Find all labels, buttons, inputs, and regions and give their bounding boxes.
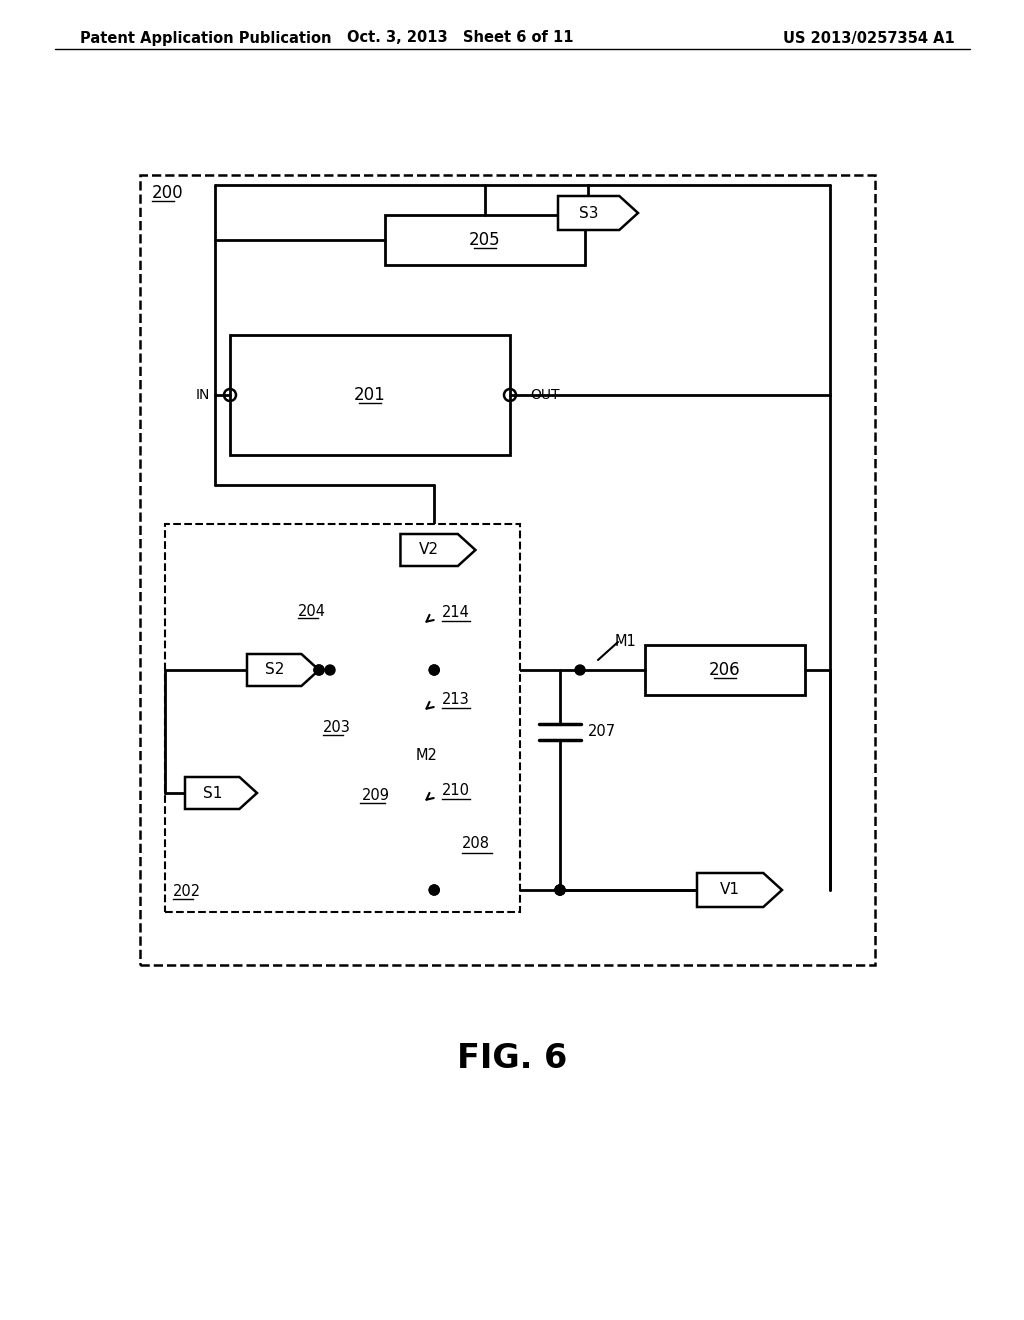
Circle shape xyxy=(555,884,565,895)
Text: Patent Application Publication: Patent Application Publication xyxy=(80,30,332,45)
Circle shape xyxy=(555,884,565,895)
Text: 201: 201 xyxy=(354,385,386,404)
Text: Oct. 3, 2013   Sheet 6 of 11: Oct. 3, 2013 Sheet 6 of 11 xyxy=(347,30,573,45)
Bar xyxy=(140,176,874,965)
Bar xyxy=(290,591,370,630)
Text: M1: M1 xyxy=(615,635,637,649)
Text: V2: V2 xyxy=(419,543,439,557)
Bar xyxy=(645,645,805,696)
Text: 210: 210 xyxy=(442,783,470,797)
Text: US 2013/0257354 A1: US 2013/0257354 A1 xyxy=(783,30,955,45)
Polygon shape xyxy=(697,873,782,907)
Text: 207: 207 xyxy=(588,725,616,739)
Text: S3: S3 xyxy=(579,206,598,220)
Text: OUT: OUT xyxy=(530,388,559,403)
Text: 204: 204 xyxy=(298,603,326,619)
Bar xyxy=(385,215,585,265)
Text: 213: 213 xyxy=(442,692,470,708)
Polygon shape xyxy=(558,195,638,230)
Text: 203: 203 xyxy=(323,721,351,735)
Circle shape xyxy=(314,665,324,675)
Polygon shape xyxy=(247,653,319,686)
Circle shape xyxy=(429,884,439,895)
Circle shape xyxy=(314,665,324,675)
Bar xyxy=(165,524,520,912)
Circle shape xyxy=(429,665,439,675)
Text: IN: IN xyxy=(196,388,210,403)
Text: FIG. 6: FIG. 6 xyxy=(457,1041,567,1074)
Text: M2: M2 xyxy=(416,747,437,763)
Text: 206: 206 xyxy=(710,661,740,678)
Circle shape xyxy=(555,884,565,895)
Bar xyxy=(230,335,510,455)
Circle shape xyxy=(325,665,335,675)
Text: S1: S1 xyxy=(203,785,222,800)
Polygon shape xyxy=(185,777,257,809)
Text: 202: 202 xyxy=(173,884,201,899)
Circle shape xyxy=(429,884,439,895)
Text: 205: 205 xyxy=(469,231,501,249)
Text: 208: 208 xyxy=(462,837,490,851)
Circle shape xyxy=(429,665,439,675)
Polygon shape xyxy=(400,535,475,566)
Circle shape xyxy=(575,665,585,675)
Text: 200: 200 xyxy=(152,183,183,202)
Text: 209: 209 xyxy=(362,788,390,803)
Text: S2: S2 xyxy=(264,663,284,677)
Text: V1: V1 xyxy=(720,883,740,898)
Text: 214: 214 xyxy=(442,605,470,620)
Bar xyxy=(315,554,500,750)
